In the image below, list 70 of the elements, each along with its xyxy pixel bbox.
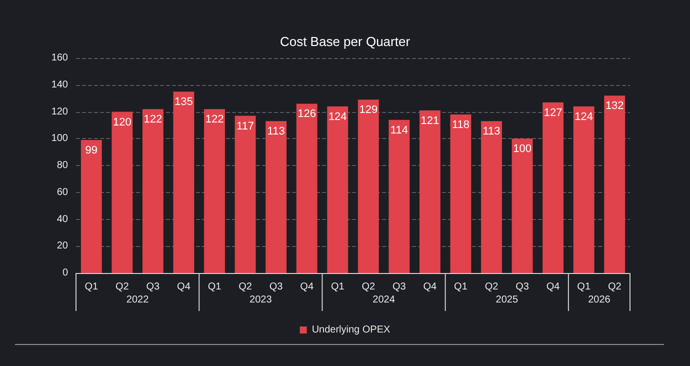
x-tick-label: Q4 (300, 282, 314, 292)
text: 2026 (588, 294, 611, 306)
bar (542, 102, 564, 273)
data-label: 120 (112, 116, 132, 128)
y-tick-label: 80 (56, 160, 68, 171)
x-tick-label: Q1 (330, 282, 345, 292)
bar (512, 138, 533, 273)
x-tick-label: Q1 (454, 282, 468, 292)
x-tick-label: Q4 (546, 282, 560, 292)
text: 2022 (126, 294, 150, 306)
x-tick-label: Q3 (269, 282, 284, 292)
bar (204, 109, 225, 273)
text: 2025 (496, 294, 518, 306)
bar (450, 114, 472, 273)
legend-label: Underlying OPEX (312, 324, 391, 336)
bar (358, 100, 379, 273)
x-tick-label: Q3 (516, 282, 530, 292)
y-tick-label: 40 (56, 214, 68, 225)
data-label: 124 (574, 110, 594, 123)
bar (481, 121, 502, 273)
data-label: 135 (174, 96, 193, 108)
x-tick-label: Q2 (484, 282, 499, 292)
x-tick-label: Q3 (146, 282, 160, 292)
bar (296, 104, 318, 273)
x-tick-label: Q2 (362, 282, 376, 292)
y-tick-label: 20 (56, 240, 68, 252)
x-tick-label: Q3 (392, 282, 406, 292)
x-tick-label: Q1 (208, 282, 222, 292)
x-tick-label: Q2 (115, 282, 130, 292)
data-label: 122 (205, 114, 224, 126)
bar (327, 106, 348, 273)
y-tick-label: 60 (56, 186, 68, 198)
text: 2023 (250, 294, 272, 306)
data-label: 122 (144, 114, 162, 126)
x-tick-label: Q4 (177, 282, 191, 292)
x-tick-label: Q2 (238, 282, 252, 292)
y-tick-label: 160 (51, 52, 68, 64)
y-tick-label: 0 (62, 268, 68, 278)
data-label: 127 (544, 106, 562, 119)
text: 2024 (372, 294, 396, 306)
x-tick-label: Q4 (423, 282, 438, 292)
data-label: 118 (452, 118, 470, 131)
bar (266, 121, 287, 273)
data-label: 100 (513, 143, 532, 156)
bar (573, 106, 594, 273)
x-tick-label: Q1 (84, 282, 98, 292)
data-label: 117 (236, 120, 254, 132)
data-label: 124 (328, 110, 347, 123)
data-label: 99 (85, 144, 98, 156)
data-label: 132 (605, 100, 624, 112)
data-label: 121 (420, 114, 440, 127)
data-label: 114 (390, 124, 408, 136)
bar (112, 112, 133, 273)
bar (604, 96, 626, 273)
y-tick-label: 120 (51, 106, 68, 118)
bar (80, 140, 102, 273)
data-label: 129 (359, 104, 378, 116)
bar (388, 120, 410, 273)
x-tick-label: Q2 (608, 282, 622, 292)
bar (173, 92, 194, 273)
x-tick-label: Q1 (577, 282, 591, 292)
bar (234, 116, 256, 273)
y-tick-label: 100 (51, 133, 68, 144)
chart-title: Cost Base per Quarter (280, 34, 411, 49)
y-tick-label: 140 (51, 79, 68, 90)
bar (142, 109, 164, 273)
data-label: 113 (482, 126, 500, 138)
data-label: 113 (267, 126, 285, 138)
data-label: 126 (298, 108, 316, 120)
bar (419, 110, 440, 273)
